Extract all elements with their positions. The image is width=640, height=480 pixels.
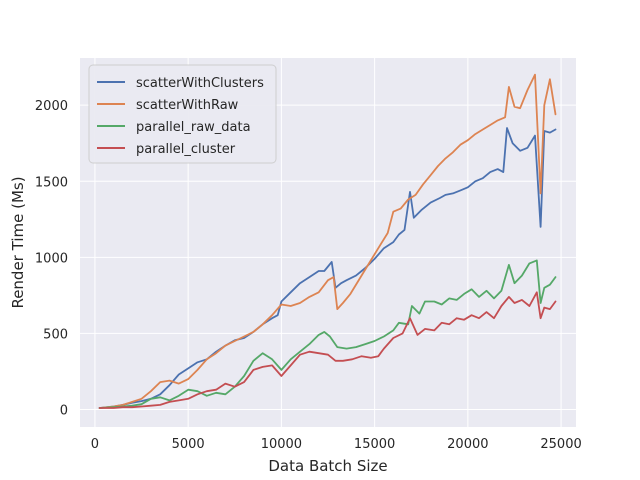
legend: scatterWithClusters scatterWithRaw paralle… xyxy=(88,64,277,164)
x-tick-label: 10000 xyxy=(261,437,302,452)
y-tick-label: 500 xyxy=(43,327,68,342)
legend-label: scatterWithClusters xyxy=(136,76,264,91)
legend-label: parallel_cluster xyxy=(136,142,236,157)
y-tick-label: 1500 xyxy=(35,175,68,190)
tick-labels: 0 5000 10000 15000 20000 25000 0 500 1000 1500 200… xyxy=(35,99,582,452)
legend-label: parallel_raw_data xyxy=(136,120,251,135)
y-tick-label: 1000 xyxy=(35,251,68,266)
series-line-parallel-raw-data xyxy=(98,259,557,409)
series-lines xyxy=(98,73,557,409)
grid-lines xyxy=(80,58,576,427)
y-tick-label: 2000 xyxy=(35,99,68,114)
x-tick-label: 25000 xyxy=(540,437,581,452)
x-tick-label: 5000 xyxy=(172,437,205,452)
y-axis-title: Render Time (Ms) xyxy=(9,176,27,308)
series-line-scatterwithclusters xyxy=(98,127,557,409)
series-line-scatterwithraw xyxy=(98,73,557,409)
x-tick-label: 20000 xyxy=(447,437,488,452)
x-axis-title: Data Batch Size xyxy=(268,457,387,475)
y-tick-label: 0 xyxy=(60,404,68,419)
legend-box xyxy=(88,64,277,164)
x-tick-label: 15000 xyxy=(354,437,395,452)
x-tick-label: 0 xyxy=(91,437,99,452)
legend-label: scatterWithRaw xyxy=(136,98,239,113)
series-line-parallel-cluster xyxy=(98,291,557,409)
